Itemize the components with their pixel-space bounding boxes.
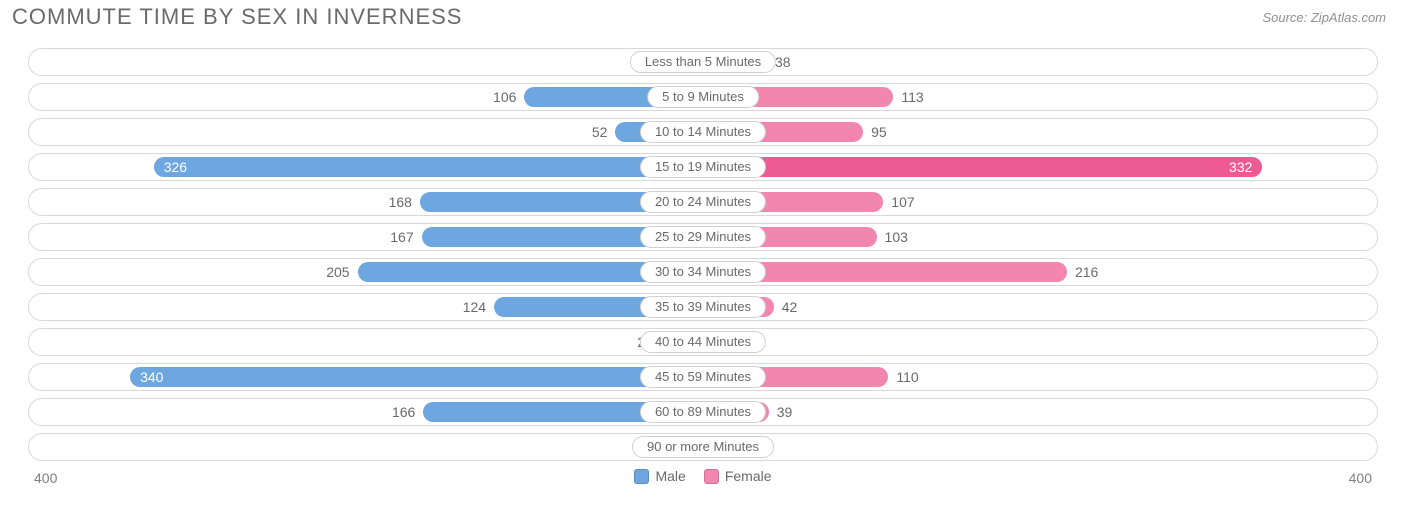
axis-max-left: 400 [34,470,57,486]
male-value-label: 326 [154,159,197,175]
female-value-label: 42 [774,299,806,315]
male-half: 25 [29,329,703,355]
female-half: 216 [703,259,1377,285]
legend-male-label: Male [655,468,685,484]
female-value-label: 103 [877,229,916,245]
male-half: 340 [29,364,703,390]
header: COMMUTE TIME BY SEX IN INVERNESS Source:… [8,4,1398,36]
legend: Male Female [8,468,1398,484]
male-half: 8 [29,434,703,460]
legend-female-label: Female [725,468,772,484]
female-half: 95 [703,119,1377,145]
male-value-label: 167 [382,229,421,245]
chart-row: 205 216 30 to 34 Minutes [28,258,1378,286]
chart-row: 52 95 10 to 14 Minutes [28,118,1378,146]
chart-row: 166 3960 to 89 Minutes [28,398,1378,426]
male-value-label: 124 [455,299,494,315]
category-label: 25 to 29 Minutes [640,226,766,248]
female-value-label: 216 [1067,264,1106,280]
male-half: 28 [29,49,703,75]
female-half: 110 [703,364,1377,390]
legend-item-male: Male [634,468,685,484]
male-value-label: 168 [381,194,420,210]
chart-row: 81990 or more Minutes [28,433,1378,461]
male-half: 167 [29,224,703,250]
female-half: 42 [703,294,1377,320]
male-value-label: 205 [318,264,357,280]
male-half: 168 [29,189,703,215]
male-half: 166 [29,399,703,425]
female-half: 19 [703,434,1377,460]
female-half: 39 [703,399,1377,425]
female-half: 38 [703,49,1377,75]
category-label: 20 to 24 Minutes [640,191,766,213]
female-value-label: 95 [863,124,895,140]
female-half: 107 [703,189,1377,215]
male-half: 52 [29,119,703,145]
female-half: 332 [703,154,1377,180]
category-label: 15 to 19 Minutes [640,156,766,178]
category-label: 30 to 34 Minutes [640,261,766,283]
female-bar: 332 [703,157,1262,177]
male-value-label: 106 [485,89,524,105]
chart-row: 326 332 15 to 19 Minutes [28,153,1378,181]
female-half: 18 [703,329,1377,355]
female-swatch-icon [704,469,719,484]
chart-row: 106 113 5 to 9 Minutes [28,83,1378,111]
male-bar: 340 [130,367,703,387]
category-label: 45 to 59 Minutes [640,366,766,388]
male-value-label: 340 [130,369,173,385]
female-value-label: 110 [888,369,926,385]
chart-area: 2838Less than 5 Minutes 106 113 5 to 9 Minu… [8,36,1398,470]
female-half: 103 [703,224,1377,250]
chart-container: COMMUTE TIME BY SEX IN INVERNESS Source:… [0,0,1406,488]
category-label: 5 to 9 Minutes [647,86,759,108]
legend-item-female: Female [704,468,772,484]
chart-row: 168 107 20 to 24 Minutes [28,188,1378,216]
chart-row: 124 42 35 to 39 Minutes [28,293,1378,321]
source-credit: Source: ZipAtlas.com [1262,4,1386,25]
male-bar: 326 [154,157,703,177]
chart-row: 2838Less than 5 Minutes [28,48,1378,76]
female-value-label: 113 [893,89,931,105]
category-label: 40 to 44 Minutes [640,331,766,353]
axis-max-right: 400 [1349,470,1372,486]
male-value-label: 166 [384,404,423,420]
female-half: 113 [703,84,1377,110]
chart-row: 167 103 25 to 29 Minutes [28,223,1378,251]
female-value-label: 107 [883,194,922,210]
male-swatch-icon [634,469,649,484]
female-value-label: 39 [769,404,801,420]
chart-row: 340 110 45 to 59 Minutes [28,363,1378,391]
category-label: 10 to 14 Minutes [640,121,766,143]
female-value-label: 332 [1219,159,1262,175]
category-label: Less than 5 Minutes [630,51,776,73]
male-half: 326 [29,154,703,180]
male-half: 205 [29,259,703,285]
category-label: 90 or more Minutes [632,436,774,458]
male-value-label: 52 [584,124,616,140]
chart-row: 251840 to 44 Minutes [28,328,1378,356]
category-label: 35 to 39 Minutes [640,296,766,318]
male-half: 106 [29,84,703,110]
chart-title: COMMUTE TIME BY SEX IN INVERNESS [12,4,462,30]
category-label: 60 to 89 Minutes [640,401,766,423]
male-half: 124 [29,294,703,320]
